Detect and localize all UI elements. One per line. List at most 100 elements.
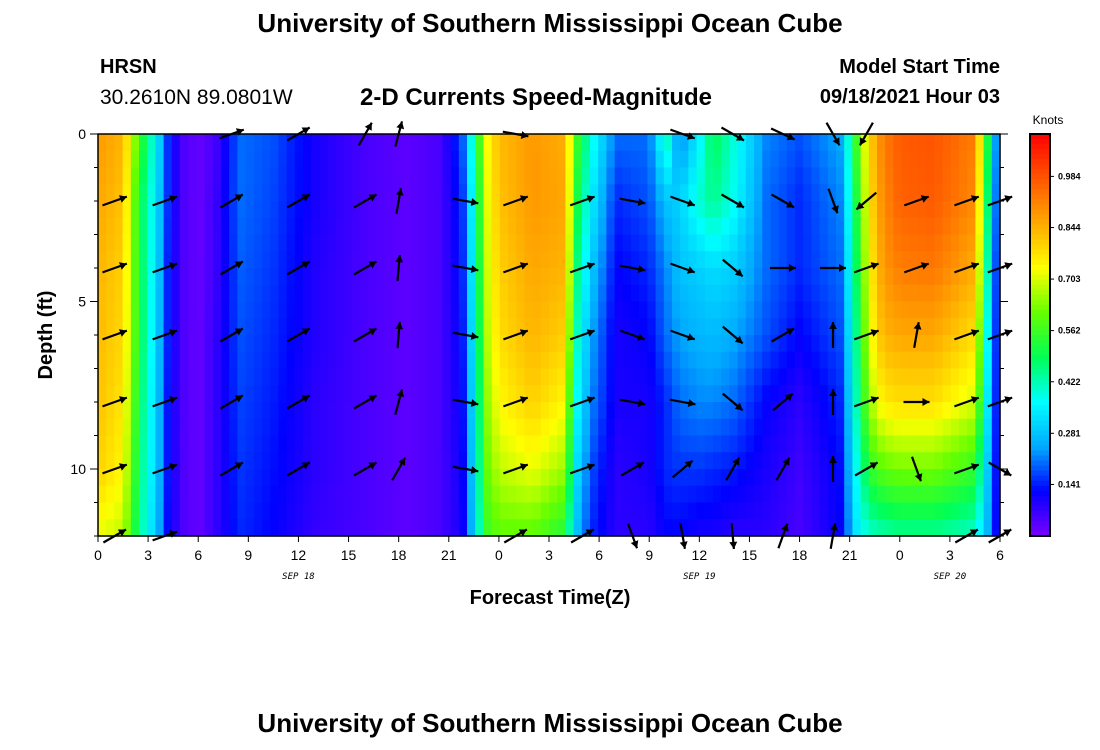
heatmap-cell <box>762 201 771 219</box>
heatmap-cell <box>680 519 689 537</box>
heatmap-cell <box>631 251 640 269</box>
heatmap-cell <box>147 134 156 152</box>
heatmap-cell <box>532 519 542 537</box>
heatmap-cell <box>122 318 132 336</box>
arrow-head <box>636 333 645 341</box>
heatmap-cell <box>188 418 197 437</box>
heatmap-cell <box>868 519 878 537</box>
heatmap-cell <box>171 134 181 152</box>
arrow-head <box>870 329 879 337</box>
heatmap-cell <box>868 385 878 403</box>
heatmap-cell <box>311 284 320 303</box>
heatmap-cell <box>491 184 501 202</box>
heatmap-cell <box>606 150 616 169</box>
heatmap-cell <box>237 418 247 437</box>
heatmap-cell <box>950 134 960 152</box>
heatmap-cell <box>934 251 944 269</box>
heatmap-cell <box>270 418 279 437</box>
heatmap-cell <box>565 150 575 169</box>
heatmap-cell <box>844 385 853 403</box>
heatmap-cell <box>180 201 189 219</box>
heatmap-cell <box>335 167 345 185</box>
heatmap-cell <box>491 435 501 453</box>
heatmap-cell <box>180 519 189 537</box>
heatmap-cell <box>688 201 698 219</box>
heatmap-cell <box>508 251 517 269</box>
heatmap-cell <box>696 234 706 252</box>
heatmap-cell <box>114 351 124 370</box>
colorbar-cell <box>1030 309 1050 316</box>
heatmap-cell <box>655 418 665 437</box>
heatmap-cell <box>434 134 443 152</box>
heatmap-cell <box>860 184 870 202</box>
x-tick-label: 6 <box>996 547 1004 563</box>
heatmap-cell <box>344 301 353 319</box>
heatmap-cell <box>729 402 739 420</box>
heatmap-cell <box>622 268 632 286</box>
heatmap-cell <box>811 201 821 219</box>
heatmap-cell <box>860 150 870 169</box>
heatmap-cell <box>836 150 845 169</box>
heatmap-cell <box>959 519 968 537</box>
heatmap-cell <box>409 469 419 487</box>
heatmap-cell <box>844 301 853 319</box>
heatmap-cell <box>499 234 509 252</box>
heatmap-cell <box>221 368 230 386</box>
heatmap-cell <box>745 134 755 152</box>
heatmap-cell <box>516 284 525 303</box>
heatmap-cell <box>663 184 673 202</box>
heatmap-cell <box>663 402 673 420</box>
heatmap-cell <box>959 201 968 219</box>
heatmap-cell <box>959 318 968 336</box>
heatmap-cell <box>696 452 706 470</box>
heatmap-cell <box>376 385 386 403</box>
heatmap-cell <box>860 301 870 319</box>
heatmap-cell <box>852 318 862 336</box>
heatmap-cell <box>909 418 919 437</box>
heatmap-cell <box>532 268 542 286</box>
heatmap-cell <box>934 435 944 453</box>
heatmap-cell <box>975 385 985 403</box>
heatmap-cell <box>590 318 599 336</box>
heatmap-cell <box>278 268 288 286</box>
heatmap-cell <box>959 452 968 470</box>
heatmap-cell <box>262 469 271 487</box>
heatmap-cell <box>483 234 493 252</box>
heatmap-cell <box>622 234 632 252</box>
heatmap-cell <box>959 167 968 185</box>
heatmap-cell <box>122 452 132 470</box>
colorbar-cell <box>1030 525 1050 532</box>
heatmap-cell <box>721 167 730 185</box>
heatmap-cell <box>606 234 616 252</box>
heatmap-cell <box>286 318 296 336</box>
heatmap-cell <box>442 435 452 453</box>
heatmap-cell <box>729 485 739 504</box>
heatmap-cell <box>614 335 624 353</box>
heatmap-cell <box>655 335 665 353</box>
heatmap-cell <box>737 217 747 236</box>
heatmap-cell <box>614 217 624 236</box>
heatmap-cell <box>680 418 689 437</box>
heatmap-cell <box>221 402 230 420</box>
heatmap-cell <box>959 268 968 286</box>
heatmap-cell <box>680 150 689 169</box>
heatmap-cell <box>368 519 378 537</box>
heatmap-cell <box>901 402 911 420</box>
heatmap-cell <box>212 452 222 470</box>
heatmap-cell <box>622 217 632 236</box>
heatmap-cell <box>885 351 894 370</box>
heatmap-cell <box>778 184 788 202</box>
heatmap-cell <box>729 502 739 520</box>
heatmap-cell <box>212 402 222 420</box>
heatmap-cell <box>926 201 935 219</box>
heatmap-cell <box>376 351 386 370</box>
heatmap-cell <box>508 519 517 537</box>
heatmap-cell <box>557 251 566 269</box>
heatmap-cell <box>729 234 739 252</box>
heatmap-cell <box>98 368 107 386</box>
heatmap-cell <box>893 134 903 152</box>
heatmap-cell <box>417 217 427 236</box>
heatmap-cell <box>368 402 378 420</box>
heatmap-cell <box>631 184 640 202</box>
heatmap-cell <box>508 485 517 504</box>
